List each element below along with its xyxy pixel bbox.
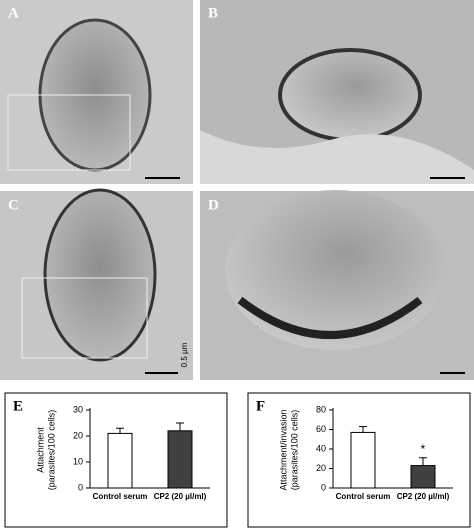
cell (278, 48, 422, 142)
cell (43, 188, 157, 362)
panel-label: B (208, 5, 218, 21)
x-tick-label: Control serum (335, 492, 391, 501)
membrane (237, 296, 423, 339)
panel-label: A (8, 5, 19, 21)
bar (167, 430, 193, 489)
inset-box (21, 277, 148, 359)
y-tick-label: 40 (316, 443, 326, 453)
panel-label: E (13, 398, 23, 414)
cell (225, 190, 445, 350)
y-tick-label: 0 (321, 482, 326, 492)
membrane (200, 130, 474, 184)
y-tick-label: 0 (78, 482, 83, 492)
y-tick-label: 20 (316, 463, 326, 473)
y-tick-label: 20 (73, 430, 83, 440)
y-tick-label: 10 (73, 456, 83, 466)
y-tick-label: 60 (316, 424, 326, 434)
x-tick-label: CP2 (20 µl/ml) (396, 492, 450, 501)
panel-label: F (256, 398, 265, 414)
x-tick-label: CP2 (20 µl/ml) (153, 492, 207, 501)
panel-label: D (208, 197, 219, 213)
y-axis-label: Attachment/invasion (278, 409, 288, 490)
scale-label: 0.5 µm (180, 342, 189, 367)
y-axis-label: (parasites/100 cells) (289, 410, 299, 491)
y-axis-label: (parasites/100 cells) (46, 410, 56, 491)
y-axis-label: Attachment (35, 427, 45, 473)
panel-label: C (8, 197, 19, 213)
inset-box (7, 94, 131, 171)
x-tick-label: Control serum (92, 492, 148, 501)
bar (410, 465, 436, 489)
bar (107, 432, 133, 489)
annotation: * (421, 442, 426, 456)
y-tick-label: 30 (73, 404, 83, 414)
bar (350, 431, 376, 489)
y-tick-label: 80 (316, 404, 326, 414)
